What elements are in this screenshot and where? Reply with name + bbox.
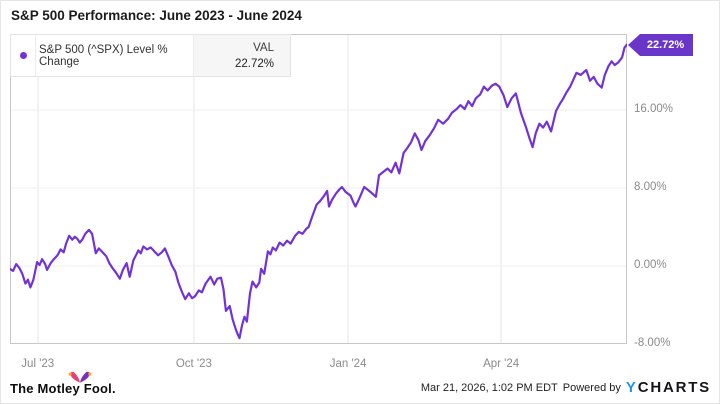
legend-box: S&P 500 (^SPX) Level % Change VAL 22.72% — [10, 34, 291, 77]
motley-fool-wordmark: The Motley Fool. — [10, 381, 116, 396]
jester-hat-icon — [68, 371, 92, 383]
x-tick-label: Jan '24 — [329, 358, 367, 370]
y-tick-label: -8.00% — [634, 337, 671, 349]
x-tick-label: Jul '23 — [21, 358, 55, 370]
footer-attribution: Mar 21, 2026, 1:02 PM EDT Powered by YCH… — [421, 379, 711, 396]
series-line — [10, 43, 627, 340]
y-tick-label: 8.00% — [634, 181, 667, 193]
legend-val-value: 22.72% — [234, 57, 274, 70]
y-tick-label: 0.00% — [634, 259, 667, 271]
ycharts-logo[interactable]: YCHARTS — [626, 379, 711, 396]
plot-border — [10, 34, 627, 344]
legend-swatch-cell — [11, 35, 36, 76]
x-tick-label: Oct '23 — [175, 358, 212, 370]
x-axis: Jul '23 Oct '23 Jan '24 Apr '24 — [1, 358, 719, 374]
plot-area[interactable] — [10, 34, 627, 344]
legend-val-header: VAL — [253, 41, 274, 54]
motley-fool-logo[interactable]: The Motley Fool. — [10, 368, 130, 398]
chart-title: S&P 500 Performance: June 2023 - June 20… — [11, 8, 302, 23]
y-axis: 16.00% 8.00% 0.00% -8.00% — [634, 1, 704, 361]
y-tick-label: 16.00% — [634, 103, 674, 115]
legend-val-column: VAL 22.72% — [193, 35, 290, 76]
powered-by-label: Powered by — [562, 381, 621, 394]
ycharts-logo-charts: CHARTS — [637, 379, 711, 396]
last-value-badge: 22.72% — [628, 34, 693, 56]
legend-series-name: S&P 500 (^SPX) Level % Change — [39, 43, 168, 68]
x-tick-label: Apr '24 — [483, 358, 520, 370]
ycharts-logo-y: Y — [625, 379, 638, 396]
series-color-dot-icon — [19, 52, 27, 59]
timestamp: Mar 21, 2026, 1:02 PM EDT — [420, 381, 558, 394]
